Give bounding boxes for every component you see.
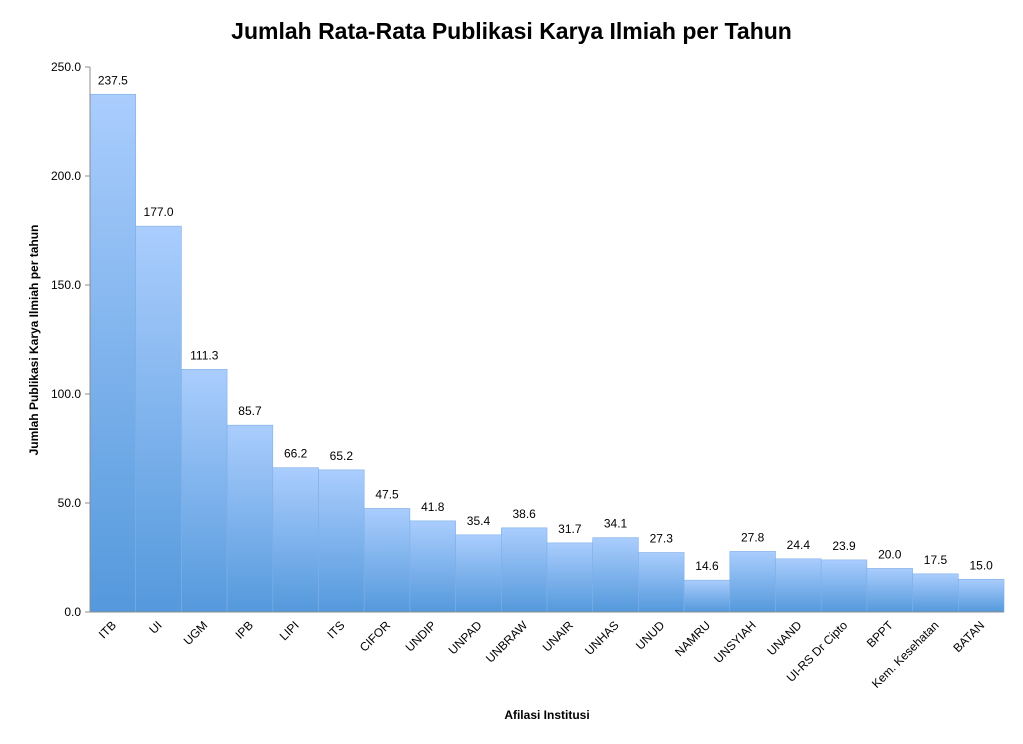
data-label: 47.5 [375,487,399,501]
bars-layer [89,93,1005,613]
bar-bppt [866,568,913,613]
bar-its [318,469,365,613]
data-label: 35.4 [467,514,491,528]
bar-ugm [181,369,228,613]
y-tick-label: 200.0 [51,169,81,183]
bar-unbraw [500,527,548,613]
data-label: 237.5 [98,73,128,87]
x-tick-label: UNAND [764,618,804,658]
x-tick-label: ITB [96,618,119,641]
bar-ui-rs-dr-cipto [820,559,868,613]
bar-cifor [363,508,411,613]
axes-layer [89,67,1004,613]
x-tick-label: LIPI [277,618,302,643]
y-tick-label: 0.0 [64,605,81,619]
chart-title: Jumlah Rata-Rata Publikasi Karya Ilmiah … [231,18,792,44]
x-tick-label: ITS [324,618,347,641]
x-tick-label: UNHAS [582,618,622,658]
data-label: 15.0 [969,558,993,572]
data-label: 23.9 [832,539,856,553]
data-label: 27.3 [650,531,674,545]
data-label: 38.6 [512,507,536,521]
data-label: 17.5 [924,553,948,567]
bar-unud [638,552,685,613]
bar-unsyiah [729,551,776,613]
data-label: 27.8 [741,530,765,544]
x-tick-label: UNSYIAH [711,618,759,666]
bar-kem-kesehatan [912,573,959,613]
bar-ipb [226,424,274,613]
x-tick-label: NAMRU [672,618,713,659]
data-label: 85.7 [238,404,262,418]
bar-ui [135,225,182,613]
x-tick-label: UNDIP [403,618,439,654]
x-tick-label: UI [146,618,164,636]
x-axis-title: Afilasi Institusi [504,708,589,722]
data-label: 14.6 [695,559,719,573]
data-label: 66.2 [284,447,308,461]
y-ticks: 0.0 50.0 100.0 150.0 200.0 250.0 [51,60,90,619]
bar-batan [957,578,1005,613]
data-label: 177.0 [144,205,174,219]
bar-unpad [455,534,502,613]
bar-unand [775,558,822,613]
y-tick-label: 150.0 [51,278,81,292]
bar-lipi [272,467,319,613]
y-tick-label: 50.0 [58,496,82,510]
y-axis-title: Jumlah Publikasi Karya Ilmiah per tahun [27,225,41,456]
x-tick-label: UNPAD [446,618,485,657]
bar-namru [683,579,731,613]
data-label: 31.7 [558,522,582,536]
data-labels: 237.5 177.0 111.3 85.7 66.2 65.2 47.5 41.8 35.4 3… [98,73,993,573]
x-tick-label: UNBRAW [483,618,531,666]
data-label: 20.0 [878,547,902,561]
data-label: 111.3 [190,348,219,362]
data-label: 34.1 [604,517,628,531]
x-tick-label: BPPT [864,618,897,651]
x-tick-label: CIFOR [357,618,394,655]
data-label: 41.8 [421,500,445,514]
x-tick-label: UNAIR [540,618,577,655]
x-tick-label: BATAN [950,618,987,655]
bar-undip [409,520,456,613]
bar-unair [546,542,594,613]
x-tick-label: IPB [232,618,256,642]
data-label: 24.4 [787,538,811,552]
data-label: 65.2 [330,449,354,463]
x-tick-label: UNUD [633,618,668,653]
bar-unhas [592,537,639,613]
x-tick-label: UGM [181,618,211,648]
y-tick-label: 250.0 [51,60,81,74]
bar-itb [89,93,137,613]
y-tick-label: 100.0 [51,387,81,401]
